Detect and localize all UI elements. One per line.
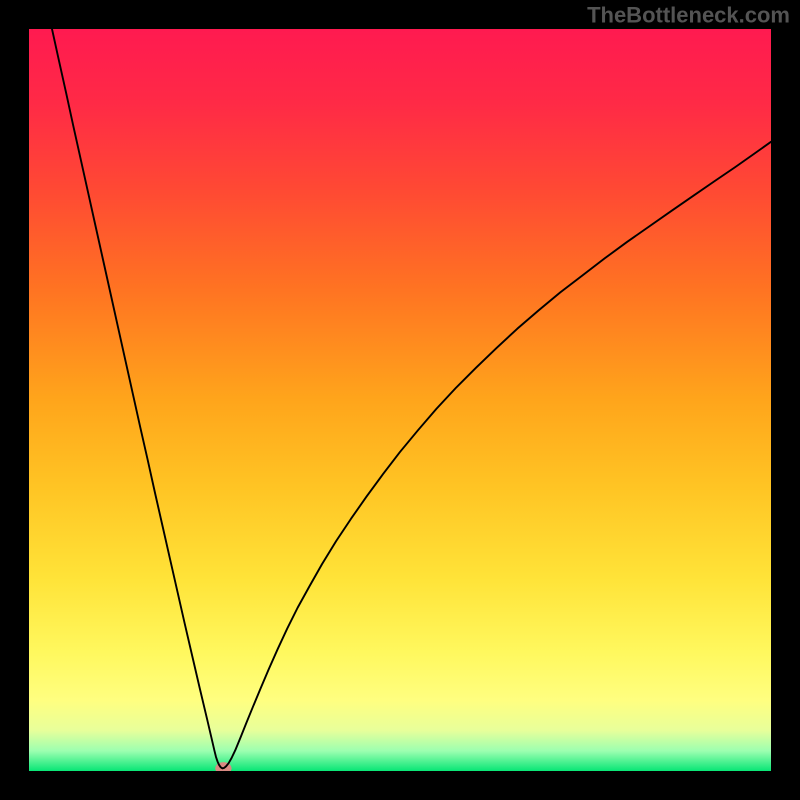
watermark-text: TheBottleneck.com: [587, 3, 790, 28]
bottleneck-chart-svg: TheBottleneck.com: [0, 0, 800, 800]
chart-background: [29, 29, 771, 771]
chart-root: TheBottleneck.com: [0, 0, 800, 800]
